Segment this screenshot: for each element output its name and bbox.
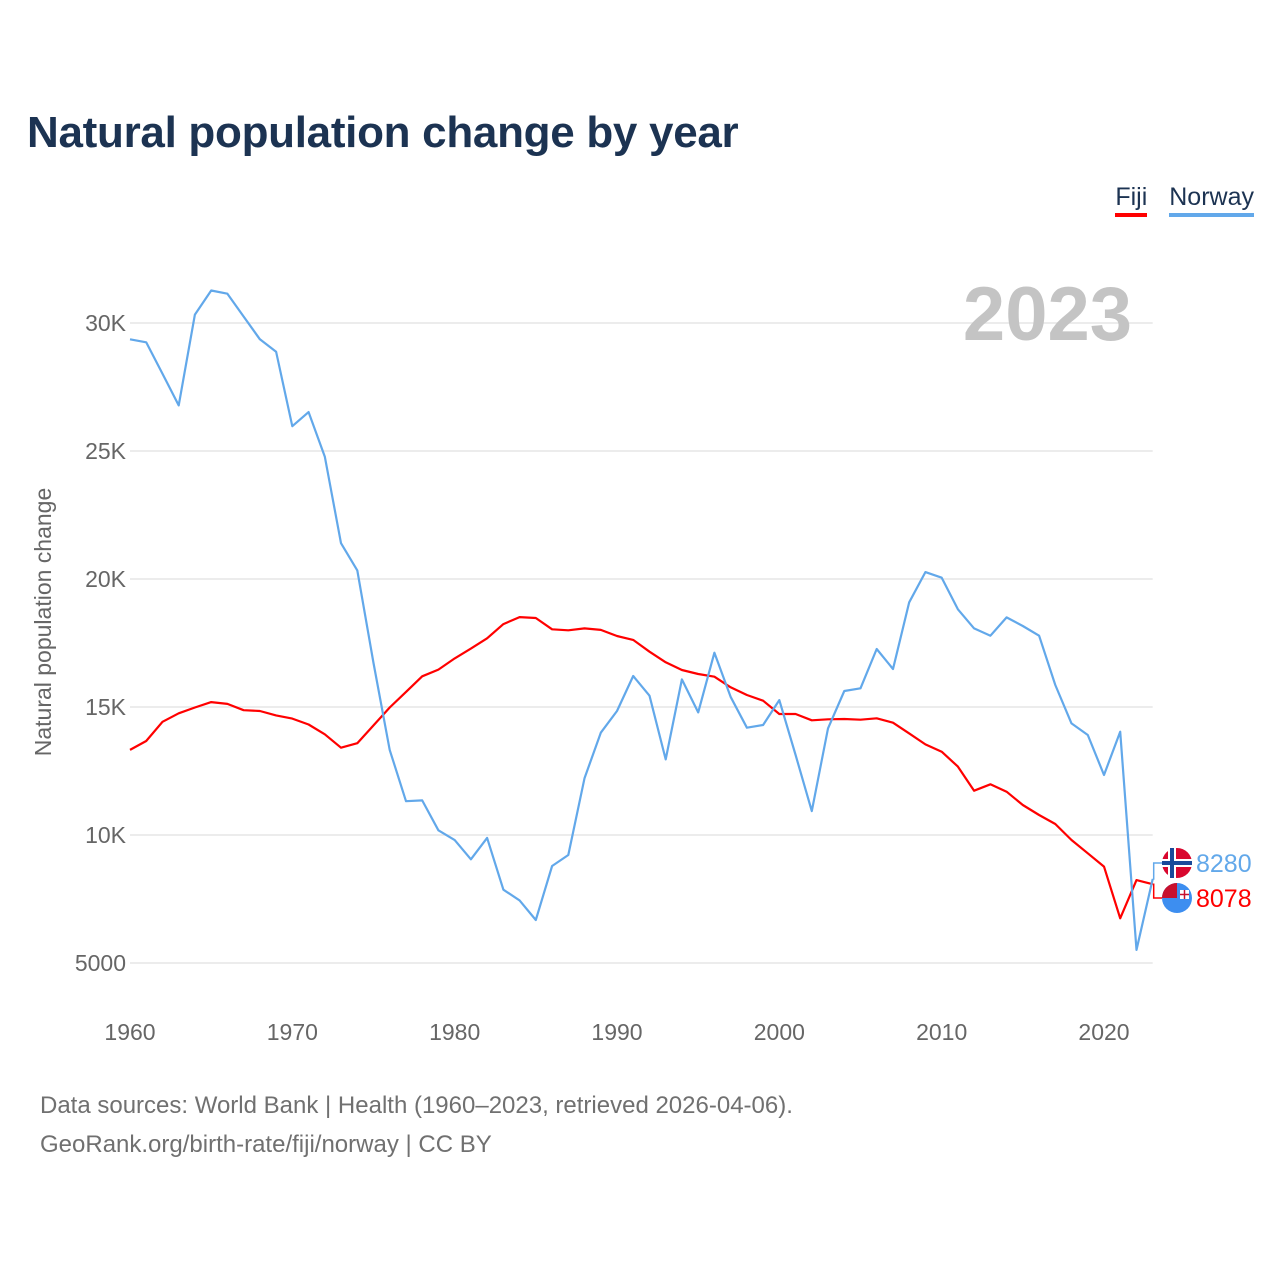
norway-flag-icon bbox=[1162, 848, 1192, 878]
x-tick-label: 1990 bbox=[591, 1019, 642, 1045]
y-tick-label: 30K bbox=[85, 310, 127, 336]
x-tick-label: 1980 bbox=[429, 1019, 480, 1045]
legend-item-fiji[interactable]: Fiji bbox=[1115, 183, 1148, 217]
chart-title: Natural population change by year bbox=[27, 108, 739, 157]
series-line-norway[interactable] bbox=[129, 289, 1154, 951]
series-line-fiji[interactable] bbox=[129, 616, 1153, 920]
source-link[interactable]: GeoRank.org/birth-rate/fiji/norway | CC … bbox=[40, 1131, 492, 1158]
y-tick-label: 25K bbox=[85, 438, 127, 464]
legend: Fiji Norway bbox=[1115, 183, 1254, 217]
current-year-label: 2023 bbox=[963, 272, 1132, 357]
end-value-label-fiji: 8078 bbox=[1196, 885, 1252, 913]
y-tick-label: 10K bbox=[85, 822, 127, 848]
y-tick-label: 20K bbox=[85, 566, 127, 592]
end-label-connector bbox=[1152, 862, 1162, 880]
footer: Data sources: World Bank | Health (1960–… bbox=[40, 1086, 793, 1164]
y-tick-label: 5000 bbox=[75, 950, 126, 976]
end-label-connector bbox=[1152, 883, 1162, 899]
x-tick-label: 2000 bbox=[754, 1019, 805, 1045]
x-tick-label: 2010 bbox=[916, 1019, 967, 1045]
x-tick-label: 1960 bbox=[104, 1019, 155, 1045]
fiji-flag-icon bbox=[1162, 883, 1192, 913]
data-sources-text: Data sources: World Bank | Health (1960–… bbox=[40, 1092, 793, 1119]
y-tick-label: 15K bbox=[85, 694, 127, 720]
legend-item-norway[interactable]: Norway bbox=[1169, 183, 1254, 217]
end-value-label-norway: 8280 bbox=[1196, 850, 1252, 878]
x-tick-label: 1970 bbox=[267, 1019, 318, 1045]
y-axis-label: Natural population change bbox=[30, 488, 56, 757]
x-tick-label: 2020 bbox=[1078, 1019, 1129, 1045]
